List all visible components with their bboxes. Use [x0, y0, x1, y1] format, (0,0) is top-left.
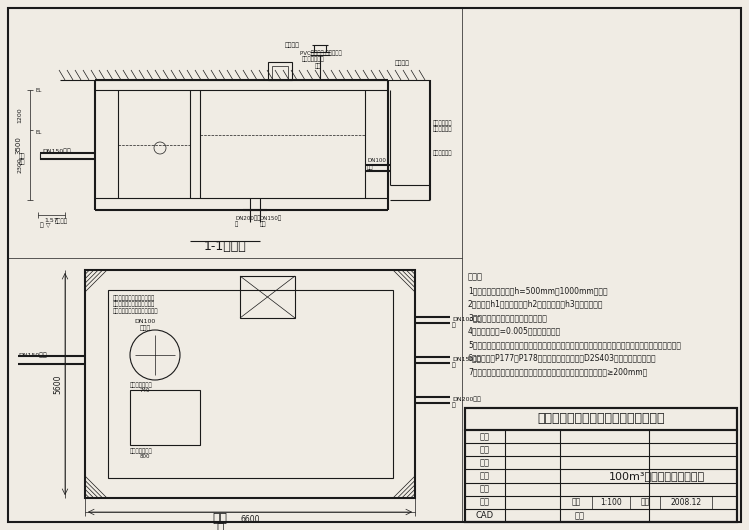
Text: 说明：: 说明：	[468, 272, 483, 281]
Text: 比例: 比例	[571, 498, 580, 507]
Text: 3、有关工艺布置详细说明见总说明。: 3、有关工艺布置详细说明见总说明。	[468, 313, 547, 322]
Text: 图号: 图号	[575, 511, 585, 520]
Bar	[465, 408, 737, 430]
Text: DN150进水: DN150进水	[18, 352, 46, 358]
Text: PVC防水薄材 仅测板层及: PVC防水薄材 仅测板层及	[300, 50, 342, 56]
Text: 通道帽座: 通道帽座	[395, 60, 410, 66]
Bar	[465, 430, 737, 522]
Text: DN100: DN100	[134, 319, 156, 324]
Text: 坐标地下: 坐标地下	[55, 218, 68, 224]
Text: 设计: 设计	[480, 484, 490, 493]
Text: CAD: CAD	[476, 511, 494, 520]
Bar	[268, 62, 292, 80]
Text: 3500: 3500	[15, 136, 21, 154]
Text: 7、蓄水池进水管进水口水流边缘高出进水管进水流水面边缘的高度≥200mm。: 7、蓄水池进水管进水口水流边缘高出进水管进水流水面边缘的高度≥200mm。	[468, 367, 647, 376]
Text: 740: 740	[140, 388, 151, 393]
Text: DN200进水
管: DN200进水 管	[235, 215, 261, 227]
Text: 进水
管道: 进水 管道	[19, 153, 25, 165]
Text: 集水坑，混凝土: 集水坑，混凝土	[130, 382, 153, 387]
Text: 图: 图	[216, 522, 224, 530]
Text: 校核: 校核	[480, 472, 490, 481]
Text: 1200: 1200	[17, 107, 22, 123]
Text: 6、通风帽除P177、P178二种型号外，尚可参图D2S403（钉制管件）选用。: 6、通风帽除P177、P178二种型号外，尚可参图D2S403（钉制管件）选用。	[468, 354, 657, 363]
Text: 定关闭时闸，安装潜水泵抽水: 定关闭时闸，安装潜水泵抽水	[113, 301, 155, 306]
Text: 集水坑，混凝土: 集水坑，混凝土	[130, 448, 153, 454]
Text: DN100溢水
管: DN100溢水 管	[452, 316, 481, 328]
Text: 2、本图中h1为顶板厚度，h2为底板厚度，h3为地塑厚度。: 2、本图中h1为顶板厚度，h2为底板厚度，h3为地塑厚度。	[468, 299, 604, 308]
Text: 800: 800	[140, 454, 151, 459]
Bar	[130, 390, 200, 445]
Text: 接入供水系统: 接入供水系统	[433, 150, 452, 156]
Text: 4、池底排水坡=0.005，排向集水坑。: 4、池底排水坡=0.005，排向集水坑。	[468, 326, 561, 335]
Text: EL: EL	[35, 88, 41, 93]
Bar	[85, 270, 415, 498]
Text: 防腐: 防腐	[315, 63, 321, 68]
Text: 1:100: 1:100	[600, 498, 622, 507]
Text: 1-1剖面图: 1-1剖面图	[204, 240, 246, 253]
Text: 6600: 6600	[240, 515, 260, 524]
Text: 审查: 审查	[480, 458, 490, 467]
Text: 水处理涂装罩宁: 水处理涂装罩宁	[302, 56, 325, 61]
Text: DN150进水: DN150进水	[42, 148, 70, 154]
Text: 2300: 2300	[17, 157, 22, 173]
Text: 平面: 平面	[213, 512, 228, 525]
Text: 1.57: 1.57	[44, 218, 58, 223]
Text: EL: EL	[35, 130, 41, 135]
Text: 制图: 制图	[480, 498, 490, 507]
Text: 审定: 审定	[480, 445, 490, 454]
Bar	[108, 290, 393, 478]
Text: DN200进水
管: DN200进水 管	[452, 396, 481, 408]
Text: 放水开关，水
开供来乘封时: 放水开关，水 开供来乘封时	[433, 120, 452, 132]
Text: 1、池顶盖土高度分为h=500mm和1000mm二种。: 1、池顶盖土高度分为h=500mm和1000mm二种。	[468, 286, 607, 295]
Text: 闸阀蓄水池进水位置置是，确: 闸阀蓄水池进水位置置是，确	[113, 295, 155, 301]
Text: 5、检漏孔、水位尺、各种水管管径、根数、平面位置、高程以及欢水坑位置等可根具体工程情况布置。: 5、检漏孔、水位尺、各种水管管径、根数、平面位置、高程以及欢水坑位置等可根具体工…	[468, 340, 681, 349]
Text: 日期: 日期	[640, 498, 649, 507]
Text: 六个检查孔工程师根据时报配定: 六个检查孔工程师根据时报配定	[113, 308, 159, 314]
Bar	[272, 66, 288, 80]
Text: 水 ▽: 水 ▽	[40, 222, 50, 227]
Text: 蓄水管: 蓄水管	[139, 325, 151, 331]
Text: DN150进水
管: DN150进水 管	[452, 356, 481, 368]
Text: DN150进
水管: DN150进 水管	[260, 215, 282, 227]
Bar	[240, 276, 295, 318]
Text: 5600: 5600	[53, 374, 62, 394]
Text: DN100
溢水: DN100 溢水	[367, 158, 386, 170]
Text: 覆土夯实: 覆土夯实	[285, 42, 300, 48]
Text: 张家界市澧水水利水电勘测设计研究院: 张家界市澧水水利水电勘测设计研究院	[537, 412, 665, 426]
Text: 批准: 批准	[480, 432, 490, 441]
Text: 100m³方形蓄水池总布置图: 100m³方形蓄水池总布置图	[609, 471, 706, 481]
Text: 2008.12: 2008.12	[670, 498, 702, 507]
Bar	[465, 408, 737, 522]
